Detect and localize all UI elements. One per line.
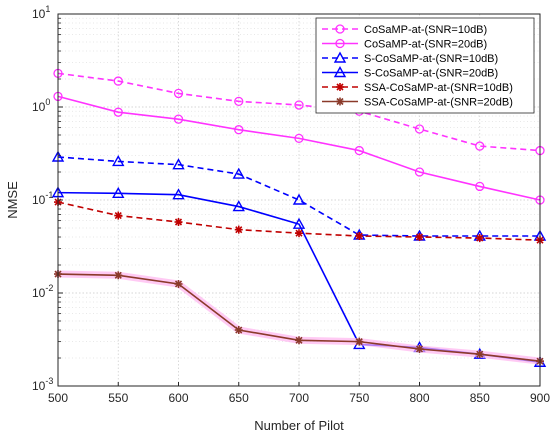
series-2 xyxy=(53,91,545,205)
data-point xyxy=(475,181,485,192)
legend-label: S-CoSaMP-at-(SNR=20dB) xyxy=(364,68,498,80)
data-point xyxy=(292,217,306,229)
legend-marker xyxy=(333,66,347,78)
legend-item: SSA-CoSaMP-at-(SNR=20dB) xyxy=(322,97,513,109)
legend-marker xyxy=(336,97,344,106)
x-axis-title: Number of Pilot xyxy=(254,418,344,433)
data-point xyxy=(355,337,364,346)
legend-item: CoSaMP-at-(SNR=20dB) xyxy=(322,39,487,51)
data-point xyxy=(234,125,244,135)
y-tick-label: 10-3 xyxy=(32,376,53,393)
legend-item: S-CoSaMP-at-(SNR=10dB) xyxy=(322,51,498,65)
data-point xyxy=(234,225,243,234)
x-tick-label: 800 xyxy=(409,391,429,405)
data-point xyxy=(414,124,425,134)
data-point xyxy=(113,76,123,86)
x-tick-label: 500 xyxy=(48,391,68,405)
data-point xyxy=(234,326,243,335)
data-point xyxy=(295,229,303,238)
legend-marker xyxy=(336,83,344,91)
data-point xyxy=(292,193,306,205)
y-axis-title: NMSE xyxy=(5,181,20,219)
legend-item: CoSaMP-at-(SNR=10dB) xyxy=(322,24,487,36)
series-6 xyxy=(54,270,544,366)
data-point xyxy=(232,167,245,179)
legend-item: S-CoSaMP-at-(SNR=20dB) xyxy=(322,66,498,80)
legend-label: S-CoSaMP-at-(SNR=10dB) xyxy=(364,53,498,65)
legend-item: SSA-CoSaMP-at-(SNR=10dB) xyxy=(322,82,513,94)
data-point xyxy=(172,188,185,200)
y-tick-label: 10-1 xyxy=(32,190,53,207)
legend-marker xyxy=(333,51,347,63)
legend: CoSaMP-at-(SNR=10dB) CoSaMP-at-(SNR=20dB)… xyxy=(315,17,535,114)
data-point xyxy=(173,88,184,99)
data-point xyxy=(294,100,304,110)
x-tick-label: 650 xyxy=(229,391,249,405)
legend-marker xyxy=(335,24,345,34)
data-point xyxy=(173,114,184,124)
series-line xyxy=(57,72,541,152)
data-point xyxy=(114,211,123,220)
data-point xyxy=(232,200,245,212)
data-point xyxy=(475,141,485,151)
legend-box xyxy=(315,17,535,114)
axes: 500 550 600 650 700 750 800 850 900 10-3 10-2 10-1 1… xyxy=(32,4,550,405)
x-tick-label: 550 xyxy=(108,391,128,405)
data-point xyxy=(112,154,125,167)
y-tick-label: 101 xyxy=(32,4,50,21)
data-point xyxy=(414,167,425,177)
data-point xyxy=(354,145,364,156)
data-point xyxy=(295,336,303,345)
y-tick-label: 10-2 xyxy=(32,283,53,300)
x-tick-label: 900 xyxy=(530,391,550,405)
data-point xyxy=(415,233,424,242)
legend-label: SSA-CoSaMP-at-(SNR=20dB) xyxy=(364,97,513,109)
legend-label: SSA-CoSaMP-at-(SNR=10dB) xyxy=(364,82,513,94)
y-tick-label: 100 xyxy=(32,97,50,114)
data-point xyxy=(475,350,484,359)
series-line xyxy=(57,95,541,201)
x-tick-label: 700 xyxy=(289,391,309,405)
data-point xyxy=(475,234,484,243)
series-layer xyxy=(51,68,547,367)
x-tick-label: 600 xyxy=(168,391,188,405)
data-point xyxy=(174,218,183,227)
series-line xyxy=(57,156,540,237)
data-point xyxy=(415,344,424,353)
legend-label: CoSaMP-at-(SNR=20dB) xyxy=(364,39,487,51)
data-point xyxy=(113,107,123,117)
x-tick-label: 750 xyxy=(349,391,369,405)
data-point xyxy=(174,279,183,288)
data-point xyxy=(234,96,244,107)
legend-marker xyxy=(335,38,345,49)
legend-label: CoSaMP-at-(SNR=10dB) xyxy=(364,24,487,36)
data-point xyxy=(114,271,123,280)
data-point xyxy=(172,158,185,170)
data-point xyxy=(112,186,125,199)
x-tick-label: 850 xyxy=(470,391,490,405)
data-point xyxy=(294,133,304,144)
data-point xyxy=(355,232,364,241)
